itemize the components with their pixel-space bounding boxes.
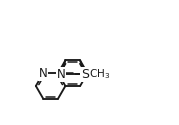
Text: CH$_3$: CH$_3$	[89, 68, 110, 81]
Text: N: N	[56, 68, 65, 81]
Text: S: S	[81, 68, 89, 81]
Text: N: N	[39, 67, 48, 80]
